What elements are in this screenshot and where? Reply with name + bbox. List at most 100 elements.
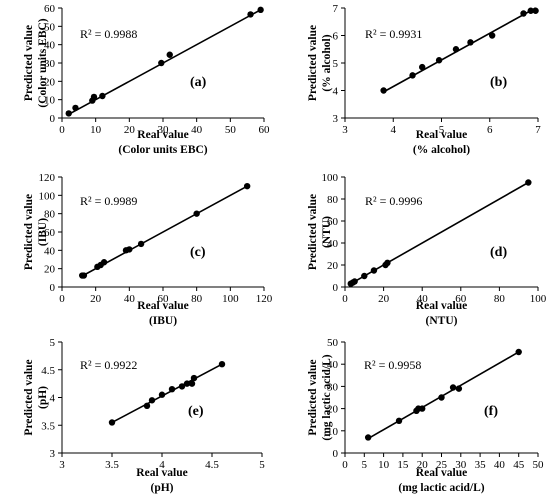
y-tick-label: 30 — [327, 381, 339, 393]
data-point — [452, 46, 460, 53]
x-tick-label: 40 — [494, 459, 506, 471]
r-squared-label: R² = 0.9931 — [365, 27, 422, 41]
x-tick-label: 50 — [225, 124, 237, 136]
fit-line — [348, 181, 529, 286]
y-tick-label: 10 — [327, 426, 339, 438]
y-axis-label: Predicted value — [23, 194, 35, 270]
x-tick-label: 10 — [90, 124, 102, 136]
y-tick-label: 20 — [327, 260, 339, 272]
fit-line — [383, 7, 536, 93]
data-point — [467, 39, 474, 46]
data-point — [100, 259, 108, 266]
x-tick-label: 100 — [530, 293, 547, 305]
data-point — [351, 278, 358, 285]
y-axis-label: Predicted value — [23, 25, 35, 101]
data-point — [527, 7, 534, 14]
data-point — [65, 110, 72, 117]
x-axis-unit-label: (IBU) — [149, 315, 177, 327]
x-tick-label: 60 — [259, 124, 271, 136]
data-point — [419, 405, 426, 412]
fit-line — [68, 9, 262, 116]
x-tick-label: 0 — [59, 124, 65, 136]
scatter-panel: 0 20 40 60 80 100 120 0 20 40 60 80 100 120 R² = 0.998… — [23, 172, 273, 327]
y-tick-label: 0 — [50, 113, 56, 125]
x-tick-label: 45 — [513, 459, 525, 471]
y-tick-label: 20 — [44, 264, 56, 276]
data-point — [168, 385, 176, 393]
x-tick-label: 60 — [158, 293, 170, 305]
x-tick-label: 10 — [378, 459, 390, 471]
y-tick-label: 10 — [44, 95, 56, 107]
data-point — [218, 361, 226, 368]
y-axis-unit-label: (pH) — [37, 386, 49, 409]
y-tick-label: 4 — [50, 393, 56, 405]
x-tick-label: 40 — [191, 124, 203, 136]
data-point — [193, 210, 200, 217]
data-point — [419, 63, 426, 71]
x-tick-label: 5 — [362, 459, 368, 471]
x-tick-label: 35 — [475, 459, 487, 471]
data-point — [166, 51, 173, 58]
panel-label: (e) — [188, 404, 204, 419]
x-tick-label: 30 — [455, 459, 467, 471]
scatter-panel: 3 4 5 6 7 3 4 5 6 7 R² = 0.9931 (b) Real value (% alc… — [307, 3, 541, 156]
data-point — [243, 182, 251, 190]
y-tick-label: 0 — [333, 448, 339, 460]
data-point — [438, 394, 445, 401]
y-axis-label: Predicted value — [307, 194, 319, 270]
x-tick-label: 4 — [159, 459, 165, 471]
panel-label: (a) — [190, 75, 207, 90]
data-point — [532, 7, 539, 14]
r-squared-label: R² = 0.9989 — [80, 194, 137, 208]
x-tick-label: 120 — [256, 293, 273, 305]
x-tick-label: 7 — [535, 124, 541, 136]
y-axis-label: Predicted value — [307, 359, 319, 435]
data-point — [409, 72, 416, 79]
scatter-panel: 0 10 20 30 40 50 60 0 10 20 30 40 50 60 R² = 0.9988 (a)… — [23, 3, 270, 156]
y-tick-label: 120 — [39, 172, 56, 184]
data-point — [525, 179, 532, 186]
y-tick-label: 0 — [333, 282, 339, 294]
x-axis-unit-label: (mg lactic acid/L) — [398, 482, 484, 494]
y-axis-label: Predicted value — [23, 359, 35, 435]
y-tick-label: 50 — [327, 337, 339, 349]
x-axis-label: Real value — [416, 300, 467, 312]
y-axis-label: Predicted value — [307, 25, 319, 101]
y-tick-label: 40 — [327, 238, 339, 250]
y-tick-label: 30 — [44, 58, 56, 70]
y-axis-unit-label: (% alcohol) — [321, 34, 333, 91]
x-tick-label: 15 — [397, 459, 409, 471]
x-axis-label: Real value — [416, 467, 467, 479]
data-point — [364, 434, 372, 441]
y-axis-unit-label: (Color units EBC) — [37, 18, 49, 107]
y-tick-label: 3.5 — [41, 420, 55, 432]
data-point — [137, 240, 145, 248]
y-tick-label: 100 — [39, 190, 56, 202]
x-axis-unit-label: (pH) — [151, 482, 174, 494]
x-tick-label: 0 — [342, 459, 348, 471]
r-squared-label: R² = 0.9958 — [364, 358, 421, 372]
y-tick-label: 40 — [327, 359, 339, 371]
y-axis-unit-label: (NTU) — [321, 216, 333, 248]
x-tick-label: 3.5 — [105, 459, 119, 471]
y-tick-label: 4.5 — [41, 365, 55, 377]
y-tick-label: 6 — [333, 31, 339, 43]
data-point — [257, 6, 264, 14]
x-axis-label: Real value — [137, 300, 188, 312]
data-point — [108, 419, 116, 426]
x-axis-unit-label: (NTU) — [426, 315, 458, 327]
x-tick-label: 40 — [417, 293, 429, 305]
y-tick-label: 50 — [44, 21, 56, 33]
x-tick-label: 20 — [124, 124, 136, 136]
data-point — [158, 391, 166, 398]
data-point — [126, 246, 133, 253]
x-tick-label: 25 — [436, 459, 448, 471]
data-point — [247, 11, 254, 18]
y-tick-label: 4 — [333, 86, 339, 98]
data-point — [380, 87, 387, 94]
y-tick-label: 0 — [50, 282, 56, 294]
x-tick-label: 20 — [90, 293, 102, 305]
scatter-panel: 0 20 40 60 80 100 0 20 40 60 80 100 R² = 0.9996 (d) Re… — [307, 172, 547, 327]
x-axis-label: Real value — [137, 129, 188, 141]
x-axis-unit-label: (Color units EBC) — [118, 144, 207, 156]
